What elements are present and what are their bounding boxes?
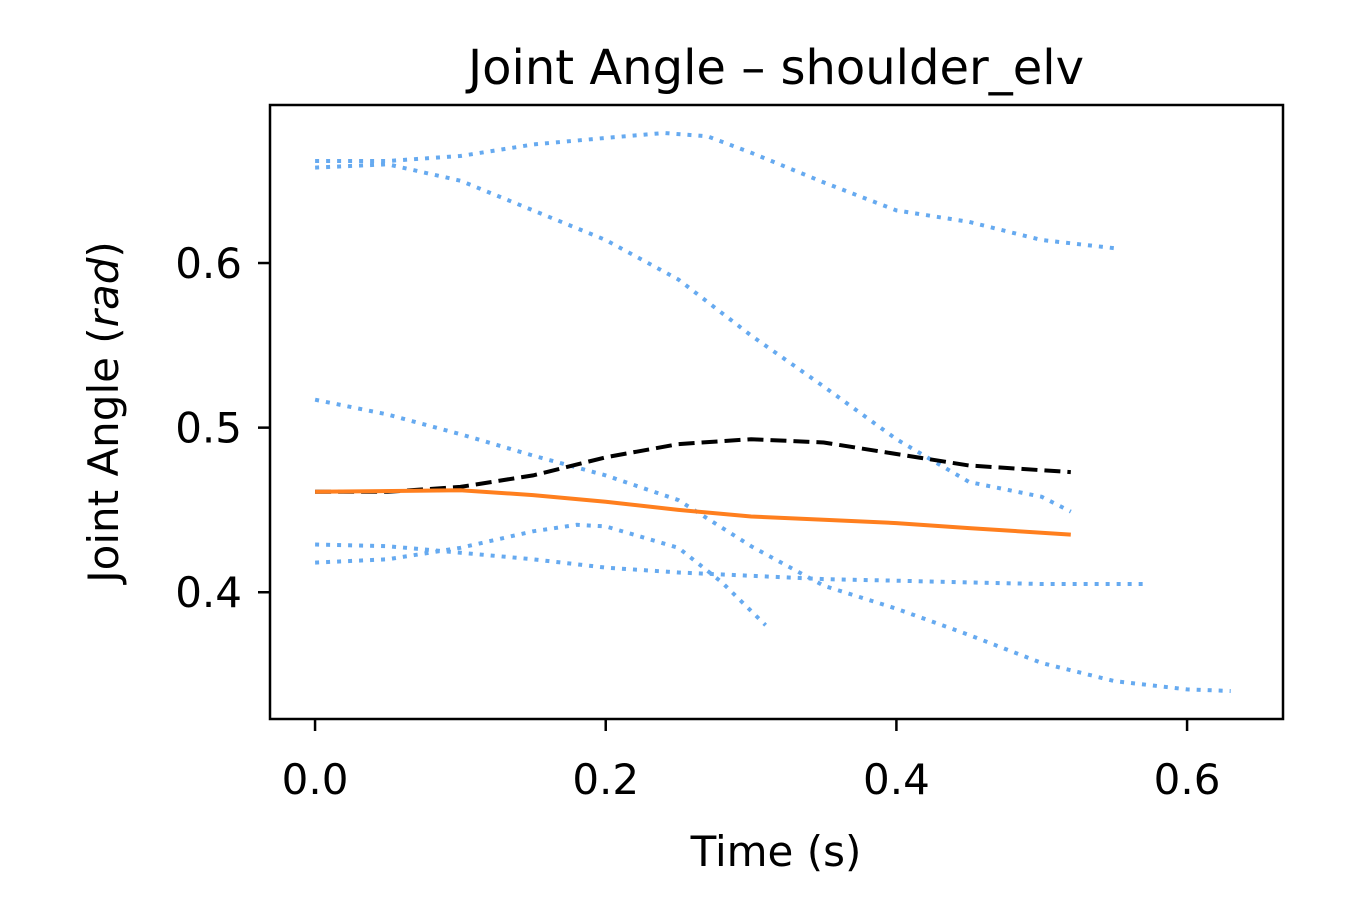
series-line-6 [315, 437, 1071, 494]
x-axis-ticks: 0.0 0.2 0.4 0.6 [282, 719, 1221, 804]
y-axis-label-main: Joint Angle ( [79, 327, 128, 585]
y-axis-ticks: 0.4 0.5 0.6 [175, 239, 270, 617]
plot-frame [268, 103, 1285, 721]
y-tick-label: 0.4 [175, 568, 242, 617]
x-tick-label: 0.2 [572, 755, 639, 804]
series-line-2 [315, 162, 1072, 514]
x-tick-label: 0.6 [1154, 755, 1221, 804]
x-tick-label: 0.0 [282, 755, 349, 804]
series-line-7 [315, 488, 1071, 537]
y-tick-label: 0.6 [175, 239, 242, 288]
x-tick-label: 0.4 [863, 755, 930, 804]
y-tick-label: 0.5 [175, 404, 242, 453]
y-axis-label-unit: rad [79, 257, 128, 327]
series-layer [314, 130, 1231, 693]
series-line-3 [314, 397, 1231, 693]
series-line-4 [315, 542, 1144, 586]
y-axis-label: Joint Angle (rad) [79, 241, 128, 586]
x-axis-label: Time (s) [690, 827, 862, 876]
y-axis-label-close: ) [79, 241, 128, 257]
chart-title: Joint Angle – shoulder_elv [465, 40, 1084, 96]
series-line-5 [315, 522, 768, 627]
series-line-1 [315, 130, 1115, 251]
